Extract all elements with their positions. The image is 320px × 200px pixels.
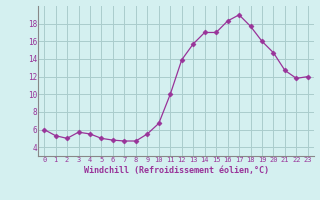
X-axis label: Windchill (Refroidissement éolien,°C): Windchill (Refroidissement éolien,°C) [84, 166, 268, 175]
